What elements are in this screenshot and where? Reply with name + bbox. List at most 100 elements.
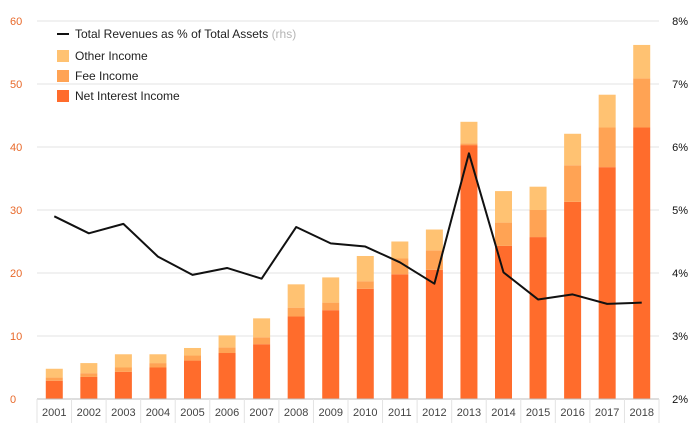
bar-segment [80,373,98,377]
bar-segment [253,344,271,399]
revenue-ratio-line [53,152,642,305]
bar-segment [322,310,340,399]
bar-segment [253,337,271,345]
x-tick-label: 2007 [249,407,273,419]
bar-segment [356,288,374,399]
x-tick-label: 2011 [388,407,412,419]
y-tick-label-right: 3% [672,331,688,343]
bar-segment [425,269,443,399]
y-tick-label-right: 8% [672,16,688,28]
bar-series [45,44,651,399]
bar-segment [253,318,271,338]
x-tick-label: 2006 [215,407,239,419]
bar-segment [218,353,236,399]
legend-swatch [57,70,69,82]
bar-segment [287,307,305,317]
y-tick-label-left: 50 [10,79,22,91]
x-tick-label: 2005 [180,407,204,419]
bar-segment [45,368,63,378]
bar-segment [391,241,409,259]
bar-segment [149,363,167,368]
y-tick-label-right: 2% [672,394,688,406]
legend-swatch [57,50,69,62]
bar-segment [633,78,651,128]
x-tick-label: 2013 [457,407,481,419]
bar-segment [149,354,167,364]
x-tick-label: 2018 [629,407,653,419]
legend-swatch [57,90,69,102]
bar-segment [598,127,616,168]
bar-segment [564,133,582,166]
y-tick-label-left: 0 [10,394,16,406]
gridlines [37,20,659,400]
bar-segment [80,363,98,374]
x-tick-label: 2009 [318,407,342,419]
axes: 0 10 20 30 40 50 60 2% 3% 4% 5% 6% 7% 8% 2001 2002 2003 2… [10,16,688,423]
x-tick-label: 2014 [491,407,515,419]
bar-segment [460,145,478,399]
y-tick-label-left: 60 [10,16,22,28]
bar-segment [598,94,616,128]
x-tick-label: 2004 [146,407,170,419]
bar-segment [184,347,201,356]
bar-segment [184,355,201,361]
bar-segment [495,191,512,223]
legend-label-note: (rhs) [272,27,297,41]
x-tick-label: 2012 [422,407,446,419]
x-tick-label: 2015 [526,407,550,419]
y-tick-label-right: 5% [672,205,688,217]
x-tick-label: 2002 [77,407,101,419]
x-tick-label: 2003 [111,407,135,419]
bar-segment [45,377,63,381]
x-tick-label: 2010 [353,407,377,419]
bar-segment [218,335,236,348]
bar-segment [633,127,651,399]
bar-segment [322,302,340,311]
y-tick-label-left: 30 [10,205,22,217]
bar-segment [495,245,512,399]
bar-segment [287,316,305,399]
bar-segment [633,44,651,79]
bar-segment [114,354,132,368]
bar-segment [564,201,582,399]
bar-segment [598,167,616,399]
bar-segment [529,186,547,210]
y-tick-label-left: 40 [10,142,22,154]
bar-segment [425,229,443,251]
line-series [53,152,642,305]
bar-segment [391,258,409,275]
bar-segment [80,376,98,399]
bar-segment [114,367,132,372]
bar-segment [391,274,409,399]
y-tick-label-left: 20 [10,268,22,280]
legend-label: Net Interest Income [75,89,180,103]
bar-segment [564,165,582,202]
bar-segment [184,360,201,399]
bar-segment [460,121,478,144]
bar-segment [149,367,167,399]
x-tick-label: 2001 [42,407,66,419]
bar-segment [218,347,236,354]
y-tick-label-right: 7% [672,79,688,91]
bar-segment [460,143,478,146]
bar-segment [322,277,340,303]
y-tick-label-right: 4% [672,268,688,280]
y-tick-label-right: 6% [672,142,688,154]
bar-segment [356,281,374,289]
bar-segment [114,371,132,399]
y-tick-label-left: 10 [10,331,22,343]
bar-segment [529,237,547,399]
bar-segment [356,255,374,282]
legend: Total Revenues as % of Total Assets (rhs… [57,27,296,103]
bar-segment [529,210,547,238]
bar-segment [287,284,305,308]
x-tick-label: 2008 [284,407,308,419]
bar-segment [495,222,512,246]
x-tick-label: 2017 [595,407,619,419]
legend-label: Other Income [75,49,148,63]
legend-label: Fee Income [75,69,139,83]
legend-label-line: Total Revenues as % of Total Assets (rhs… [75,27,296,41]
x-tick-label: 2016 [560,407,584,419]
bar-segment [45,380,63,399]
